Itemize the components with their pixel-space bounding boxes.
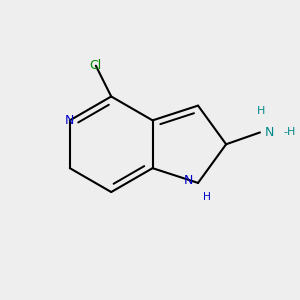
Text: H: H (203, 192, 211, 202)
Text: -H: -H (283, 128, 296, 137)
Text: N: N (183, 174, 193, 187)
Text: H: H (257, 106, 266, 116)
Text: Cl: Cl (90, 59, 102, 72)
Text: N: N (65, 114, 74, 127)
Text: N: N (265, 126, 274, 139)
